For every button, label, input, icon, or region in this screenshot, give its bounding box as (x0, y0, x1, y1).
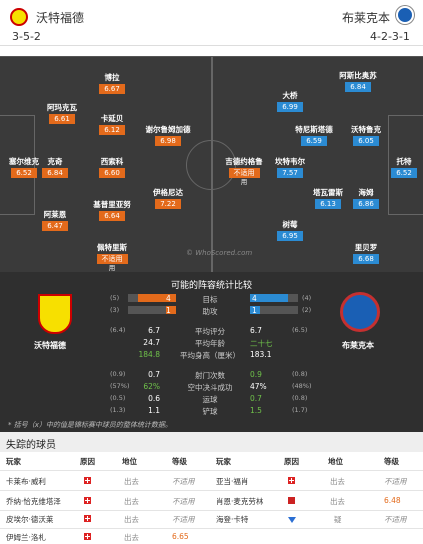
missing-player-rating: 不适用 (384, 477, 407, 486)
stats-title: 可能的阵容统计比较 (170, 281, 252, 291)
stat-row-goals: (5) 4 目标 4 (4) (110, 294, 312, 304)
injury-icon (84, 477, 91, 486)
home-goals-fill (137, 294, 176, 302)
home-team-label: 沃特福德 (34, 341, 66, 350)
divider (0, 510, 423, 511)
player-away-7[interactable]: 塔瓦雷斯 6.13 (313, 188, 343, 209)
injury-icon (84, 497, 91, 506)
stat-row-dribbles: (0.5) 0.6 运球 0.7 (0.8) (110, 394, 308, 404)
missing-player-rating: 不适用 (172, 497, 195, 506)
player-home-5[interactable]: 塞尔维克 6.52 (9, 157, 39, 178)
missing-player-status: 出去 (330, 497, 345, 506)
injury-icon (84, 515, 91, 524)
stat-row-shots: (0.9) 0.7 射门次数 0.9 (0.8) (110, 370, 308, 380)
col-header-player-right: 玩家 (216, 457, 231, 466)
missing-player-name[interactable]: 海登·卡特 (216, 515, 249, 524)
player-home-12[interactable]: 佩特里斯 不适用用 (96, 243, 128, 272)
stat-row-avg-rating: (6.4) 6.7 平均评分 6.7 (6.5) (110, 326, 308, 336)
home-assists-fill (166, 306, 176, 314)
injury-icon (288, 477, 295, 486)
watford-crest-icon (38, 294, 72, 334)
player-away-2[interactable]: 大桥 6.99 (255, 91, 325, 112)
match-header: 沃特福德 3-5-2 布莱克本 4-2-3-1 (0, 0, 423, 46)
away-team-name[interactable]: 布莱克本 (342, 11, 391, 25)
col-header-rating-right: 等级 (384, 457, 399, 466)
away-formation: 4-2-3-1 (370, 30, 410, 43)
missing-player-name[interactable]: 伊姆兰·洛札 (6, 533, 46, 542)
missing-player-name[interactable]: 皮埃尔·德沃莱 (6, 515, 54, 524)
missing-player-name[interactable]: 卡莱布·威利 (6, 477, 46, 486)
player-home-8[interactable]: 吉德约格鲁 不适用用 (225, 157, 263, 186)
player-away-10[interactable]: 里贝罗 6.68 (353, 243, 379, 264)
formation-pitch: © WhoScored.com 博拉 6.67 阿玛克瓦 6.61 卡延贝 6.12 … (0, 56, 423, 273)
missing-player-rating: 不适用 (172, 515, 195, 524)
missing-player-status: 出去 (124, 497, 139, 506)
missing-player-rating: 6.65 (172, 532, 189, 541)
away-assists-fill (250, 306, 260, 314)
player-home-10[interactable]: 阿莱恩 6.47 (42, 210, 68, 231)
away-goals-bar (250, 294, 298, 302)
injury-icon (84, 533, 91, 542)
missing-player-name[interactable]: 乔纳·恰克维塔泽 (6, 497, 61, 506)
col-header-position-right: 地位 (328, 457, 343, 466)
player-home-3[interactable]: 卡延贝 6.12 (99, 114, 125, 135)
stat-row-avg-height: 184.8 平均身高（厘米） 183.1 (138, 350, 272, 360)
stat-row-assists: (3) 1 助攻 1 (2) (110, 306, 312, 316)
away-assists-bar (250, 306, 298, 314)
stat-row-tackles: (1.3) 1.1 铲球 1.5 (1.7) (110, 406, 308, 416)
col-header-position-left: 地位 (122, 457, 137, 466)
player-away-4[interactable]: 沃特鲁克 6.05 (351, 125, 381, 146)
divider (0, 528, 423, 529)
missing-player-status: 疑 (334, 515, 342, 524)
missing-player-status: 出去 (330, 477, 345, 486)
player-away-5[interactable]: 坎特韦尔 7.57 (275, 157, 305, 178)
missing-player-status: 出去 (124, 533, 139, 542)
missing-player-rating: 6.48 (384, 496, 401, 505)
away-goals-fill (250, 294, 289, 302)
col-header-player-left: 玩家 (6, 457, 21, 466)
away-team-crest-icon[interactable] (396, 6, 414, 24)
missing-player-name[interactable]: 亚当·福肖 (216, 477, 249, 486)
player-away-1[interactable]: 阿斯比奥苏 6.84 (339, 71, 377, 92)
blackburn-crest-icon (340, 292, 380, 332)
left-penalty-box (0, 115, 35, 215)
col-header-reason-left: 原因 (80, 457, 95, 466)
stats-footnote: * 括号（x）中的值是锦标赛中球员的整体统计数据。 (8, 421, 172, 429)
player-away-8[interactable]: 海姆 6.86 (331, 188, 401, 209)
player-home-2[interactable]: 阿玛克瓦 6.61 (47, 103, 77, 124)
player-home-7[interactable]: 西索科 6.60 (99, 157, 125, 178)
home-team-crest-icon[interactable] (10, 8, 28, 26)
doubtful-arrow-icon (288, 516, 296, 525)
watermark: © WhoScored.com (186, 249, 253, 257)
missing-player-status: 出去 (124, 515, 139, 524)
missing-player-rating: 不适用 (384, 515, 407, 524)
stat-row-avg-age: 24.7 平均年龄 二十七 (143, 338, 273, 348)
lineup-stats-comparison: 可能的阵容统计比较 沃特福德 布莱克本 (5) 4 目标 4 (4) (3) 1… (0, 272, 423, 432)
player-home-9[interactable]: 伊格尼达 7.22 (153, 188, 183, 209)
away-team-label: 布莱克本 (342, 341, 374, 350)
home-formation: 3-5-2 (12, 30, 41, 43)
divider (0, 470, 423, 471)
missing-player-name[interactable]: 肖恩·麦克劳林 (216, 497, 264, 506)
right-penalty-box (388, 115, 423, 215)
player-away-6[interactable]: 托特 6.52 (369, 157, 423, 178)
player-home-6[interactable]: 克奇 6.84 (20, 157, 90, 178)
player-home-11[interactable]: 基普里亚努 6.64 (93, 200, 131, 221)
center-circle (186, 140, 236, 190)
stat-row-aerial-duels: (57%) 62% 空中决斗成功 47% (48%) (110, 382, 312, 392)
missing-players-title: 失踪的球员 (0, 432, 423, 452)
missing-player-status: 出去 (124, 477, 139, 486)
home-assists-bar (128, 306, 176, 314)
player-away-3[interactable]: 特尼斯塔德 6.59 (295, 125, 333, 146)
col-header-reason-right: 原因 (284, 457, 299, 466)
player-home-4[interactable]: 谢尔鲁姆加德 6.98 (145, 125, 191, 146)
red-card-icon (288, 497, 295, 506)
player-home-1[interactable]: 博拉 6.67 (77, 73, 147, 94)
player-away-9[interactable]: 树莓 6.95 (255, 220, 325, 241)
col-header-rating-left: 等级 (172, 457, 187, 466)
home-team-name[interactable]: 沃特福德 (36, 11, 85, 25)
divider (0, 490, 423, 491)
home-goals-bar (128, 294, 176, 302)
missing-player-rating: 不适用 (172, 477, 195, 486)
